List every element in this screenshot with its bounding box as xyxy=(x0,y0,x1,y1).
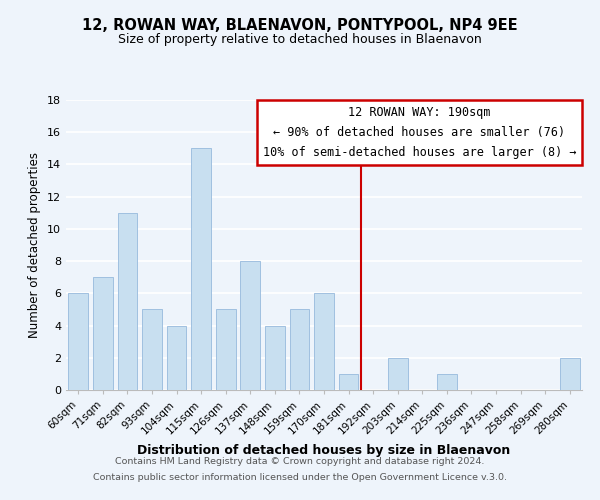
Bar xyxy=(241,261,260,390)
Text: Contains public sector information licensed under the Open Government Licence v.: Contains public sector information licen… xyxy=(93,472,507,482)
Text: Contains HM Land Registry data © Crown copyright and database right 2024.: Contains HM Land Registry data © Crown c… xyxy=(115,458,485,466)
Bar xyxy=(68,294,88,390)
Bar xyxy=(437,374,457,390)
Bar xyxy=(167,326,187,390)
Bar xyxy=(388,358,407,390)
Bar xyxy=(290,310,309,390)
Bar xyxy=(560,358,580,390)
Text: 12 ROWAN WAY: 190sqm
← 90% of detached houses are smaller (76)
10% of semi-detac: 12 ROWAN WAY: 190sqm ← 90% of detached h… xyxy=(263,106,576,159)
Bar xyxy=(191,148,211,390)
Bar xyxy=(339,374,358,390)
Text: 12, ROWAN WAY, BLAENAVON, PONTYPOOL, NP4 9EE: 12, ROWAN WAY, BLAENAVON, PONTYPOOL, NP4… xyxy=(82,18,518,32)
Bar xyxy=(142,310,162,390)
Text: Size of property relative to detached houses in Blaenavon: Size of property relative to detached ho… xyxy=(118,32,482,46)
X-axis label: Distribution of detached houses by size in Blaenavon: Distribution of detached houses by size … xyxy=(137,444,511,457)
Bar xyxy=(93,277,113,390)
Bar xyxy=(118,213,137,390)
Bar xyxy=(314,294,334,390)
Y-axis label: Number of detached properties: Number of detached properties xyxy=(28,152,41,338)
Bar xyxy=(216,310,236,390)
Bar xyxy=(265,326,284,390)
